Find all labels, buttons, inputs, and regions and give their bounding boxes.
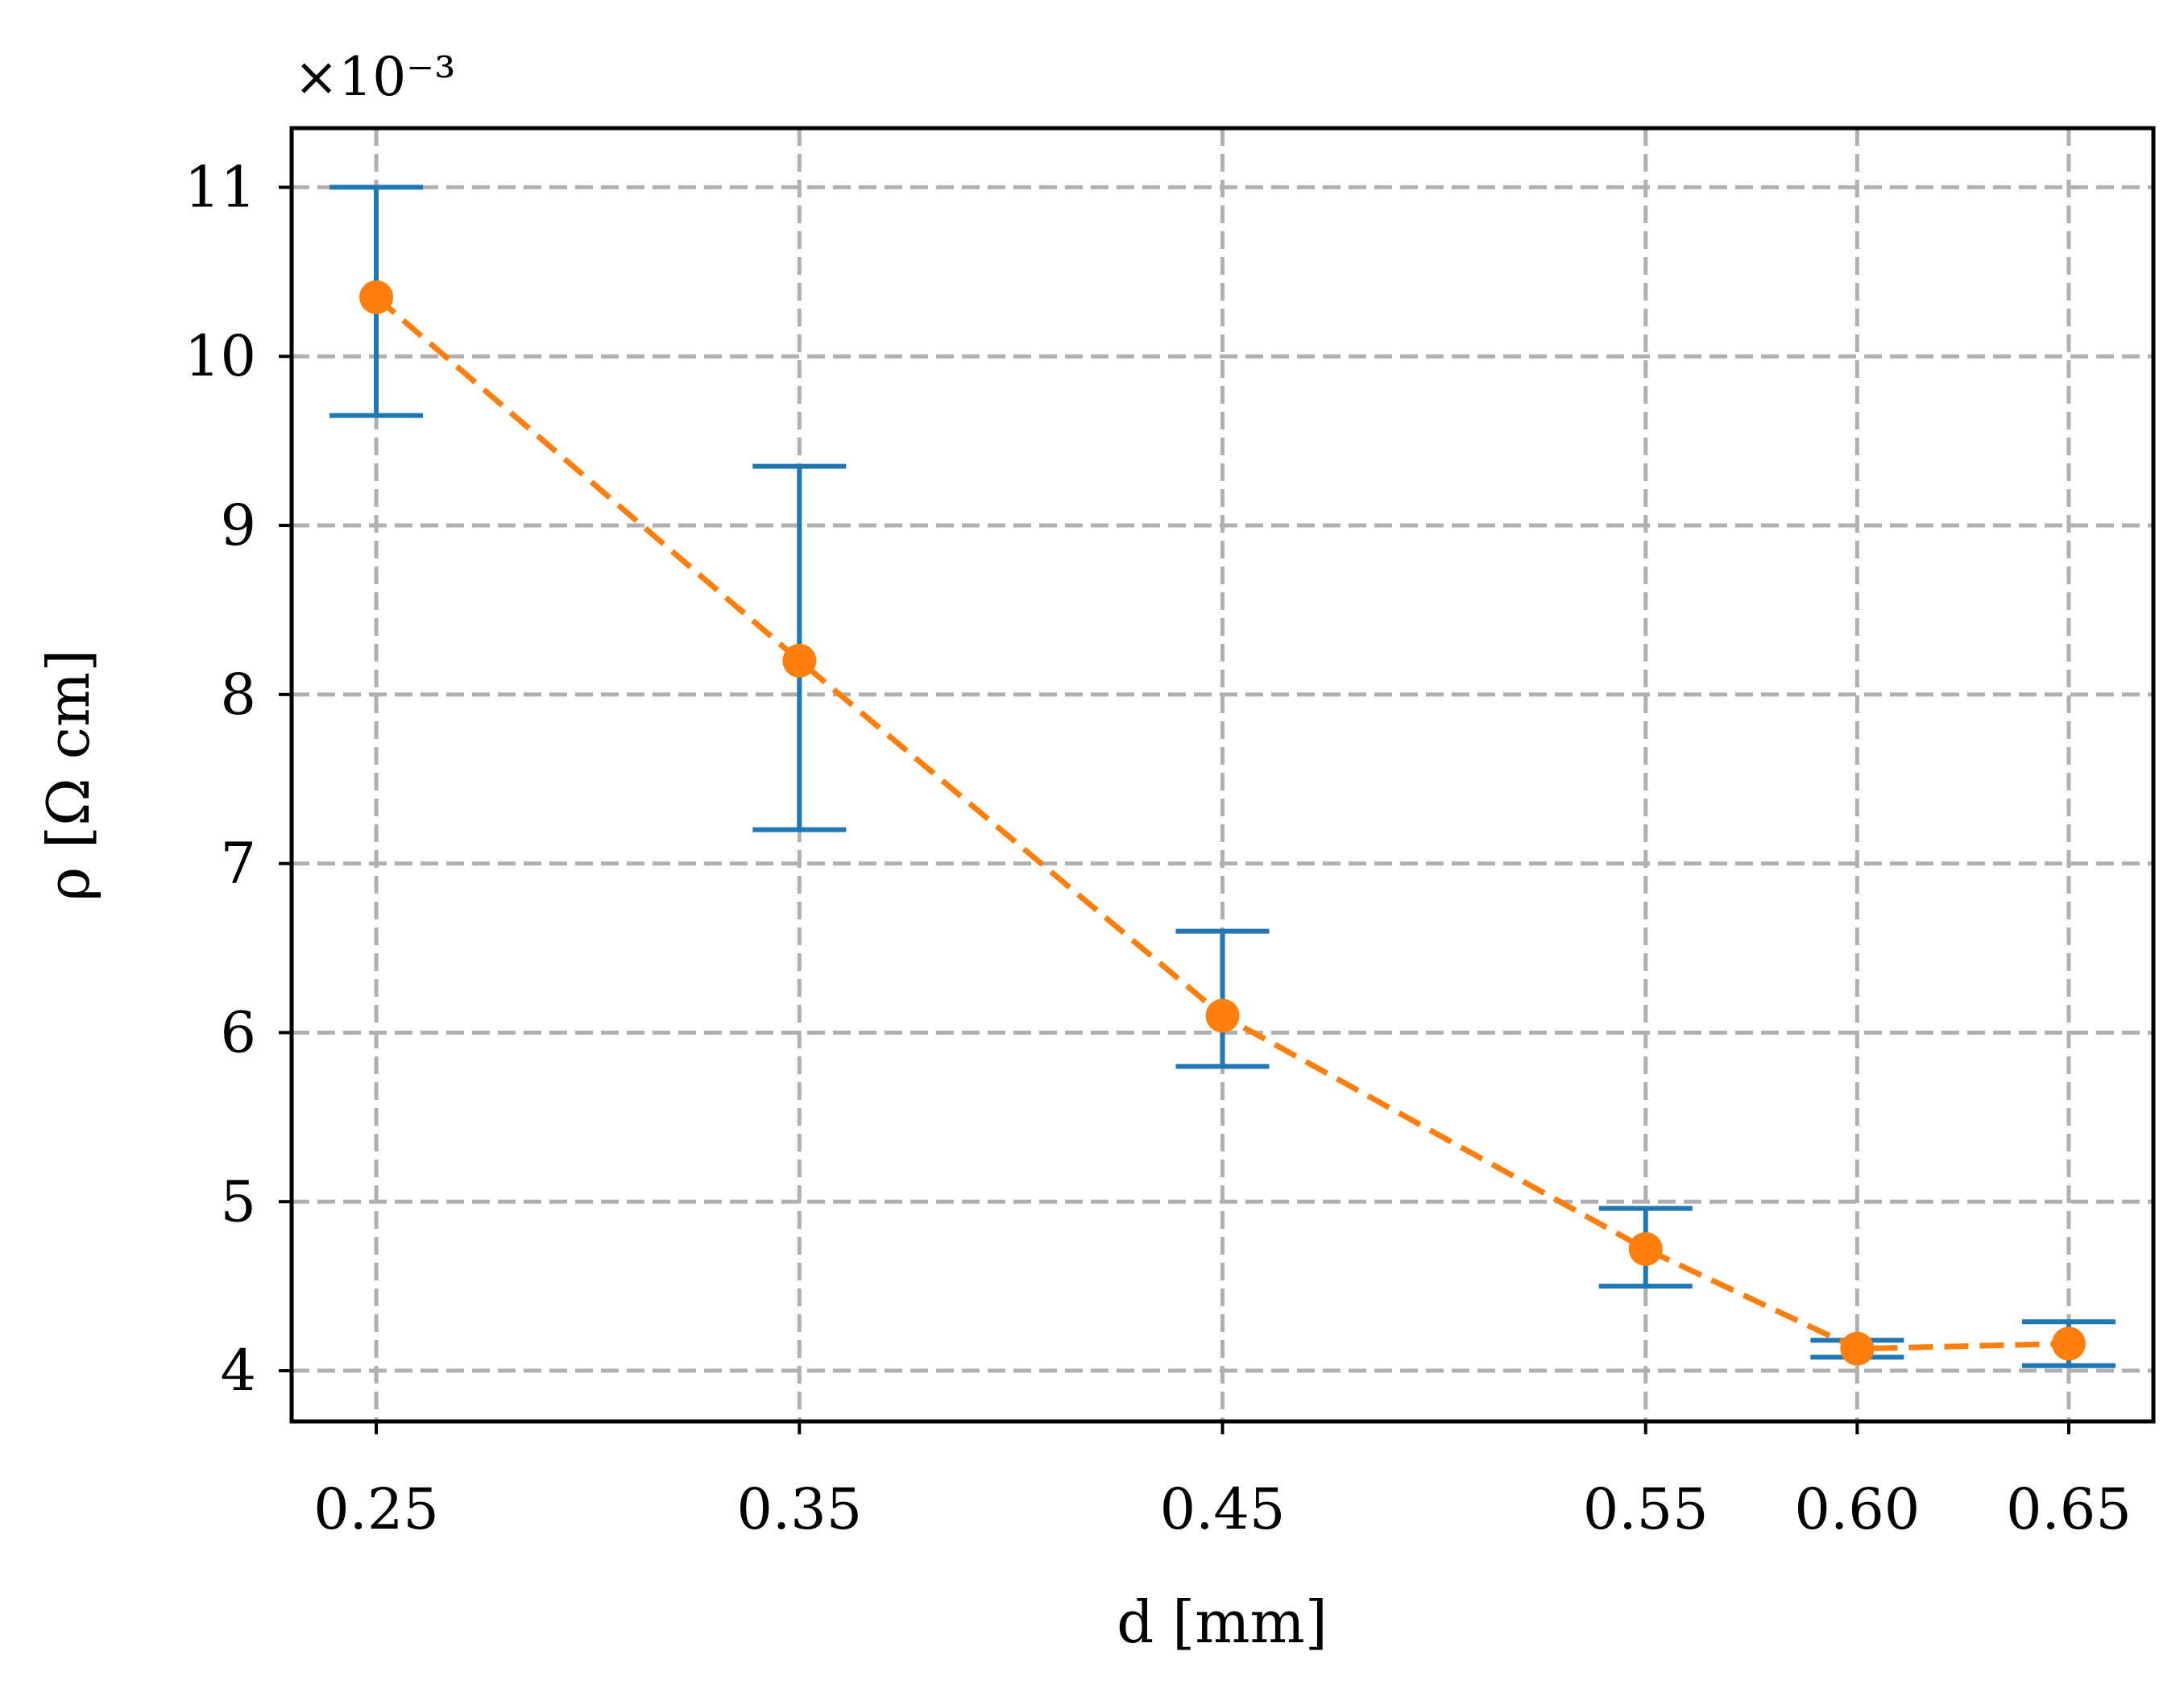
tick-labels: 0.25 0.35 0.45 0.55 0.60 0.65 4 5 6 7 8 9 10 11 xyxy=(184,154,2132,1542)
y-tick-label: 9 xyxy=(220,492,256,558)
data-point xyxy=(1840,1331,1875,1366)
data-point xyxy=(359,280,394,314)
x-tick-label: 0.55 xyxy=(1583,1476,1709,1542)
y-tick-label: 6 xyxy=(220,999,256,1065)
x-tick-label: 0.60 xyxy=(1794,1476,1920,1542)
y-tick-label: 5 xyxy=(220,1168,256,1234)
x-tick-label: 0.45 xyxy=(1160,1476,1286,1542)
x-tick-label: 0.65 xyxy=(2006,1476,2132,1542)
data-point xyxy=(1628,1232,1663,1266)
y-axis-label: ρ [Ω cm] xyxy=(35,649,102,902)
y-scale-multiplier: ×10⁻³ xyxy=(294,46,456,108)
data-point xyxy=(1205,998,1240,1033)
x-axis-label: d [mm] xyxy=(1117,1588,1328,1656)
x-tick-label: 0.35 xyxy=(736,1476,862,1542)
orange-line-series xyxy=(359,280,2086,1366)
y-tick-label: 4 xyxy=(220,1338,256,1404)
axis-ticks xyxy=(279,185,2070,1434)
y-tick-label: 10 xyxy=(184,323,256,389)
y-tick-label: 7 xyxy=(220,831,256,897)
x-tick-label: 0.25 xyxy=(313,1476,439,1542)
data-point xyxy=(2051,1326,2086,1361)
series-line xyxy=(374,295,2070,1352)
data-point xyxy=(782,643,817,678)
y-tick-label: 11 xyxy=(184,154,256,220)
y-tick-label: 8 xyxy=(220,662,256,728)
